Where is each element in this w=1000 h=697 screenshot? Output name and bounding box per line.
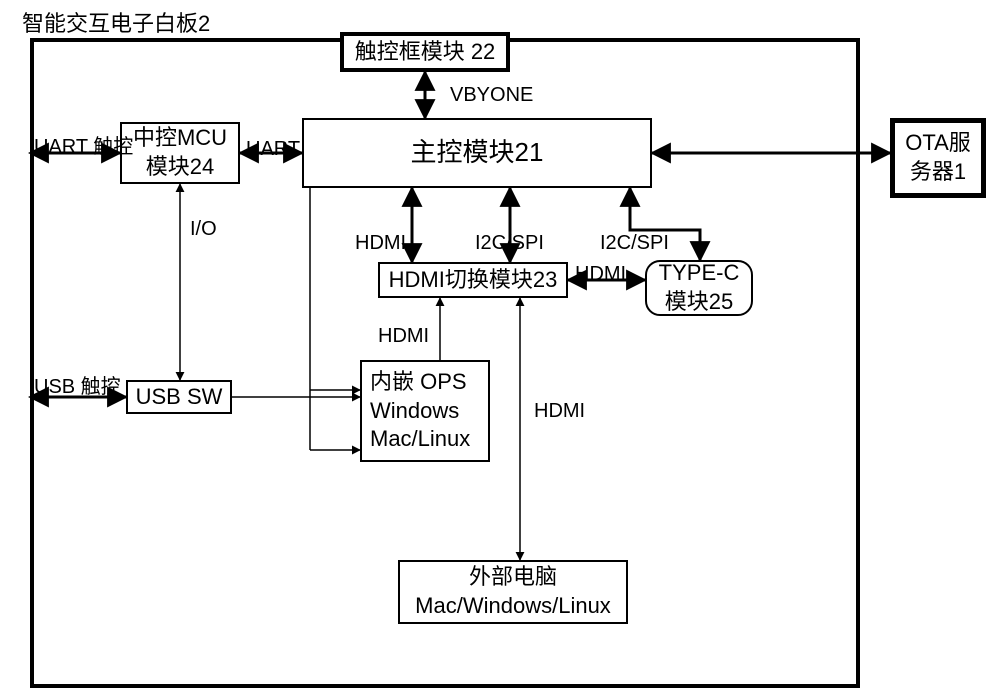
edge-label-hdmi-2: HDMI bbox=[575, 263, 626, 286]
diagram-title: 智能交互电子白板2 bbox=[22, 6, 210, 38]
node-usb-sw: USB SW bbox=[126, 380, 232, 414]
node-label: 外部电脑 Mac/Windows/Linux bbox=[415, 563, 611, 620]
edge-label-vbyone: VBYONE bbox=[450, 84, 533, 107]
node-label: TYPE-C 模块25 bbox=[659, 259, 740, 316]
node-ota-server: OTA服 务器1 bbox=[890, 118, 986, 198]
node-typec: TYPE-C 模块25 bbox=[645, 260, 753, 316]
node-label: 触控框模块 22 bbox=[355, 38, 496, 67]
node-label: OTA服 务器1 bbox=[905, 129, 971, 186]
node-hdmi-switch: HDMI切换模块23 bbox=[378, 262, 568, 298]
node-label: 中控MCU 模块24 bbox=[133, 124, 227, 181]
edge-label-io: I/O bbox=[190, 218, 217, 241]
edge-label-hdmi-4: HDMI bbox=[534, 400, 585, 423]
node-label: USB SW bbox=[136, 383, 223, 412]
node-label: 主控模块21 bbox=[411, 136, 544, 170]
edge-label-uart-touch: UART 触控 bbox=[34, 130, 133, 159]
edge-label-hdmi-3: HDMI bbox=[378, 325, 429, 348]
node-main-controller: 主控模块21 bbox=[302, 118, 652, 188]
node-mcu: 中控MCU 模块24 bbox=[120, 122, 240, 184]
node-label: 内嵌 OPS Windows Mac/Linux bbox=[370, 368, 470, 454]
node-touch-frame: 触控框模块 22 bbox=[340, 32, 510, 72]
edge-label-i2c-1: I2C/SPI bbox=[475, 232, 544, 255]
edge-label-hdmi-1: HDMI bbox=[355, 232, 406, 255]
node-ops: 内嵌 OPS Windows Mac/Linux bbox=[360, 360, 490, 462]
node-ext-pc: 外部电脑 Mac/Windows/Linux bbox=[398, 560, 628, 624]
edge-label-i2c-2: I2C/SPI bbox=[600, 232, 669, 255]
node-label: HDMI切换模块23 bbox=[389, 266, 558, 295]
edge-label-uart: UART bbox=[246, 138, 300, 161]
edge-label-usb-touch: USB 触控 bbox=[34, 370, 121, 399]
